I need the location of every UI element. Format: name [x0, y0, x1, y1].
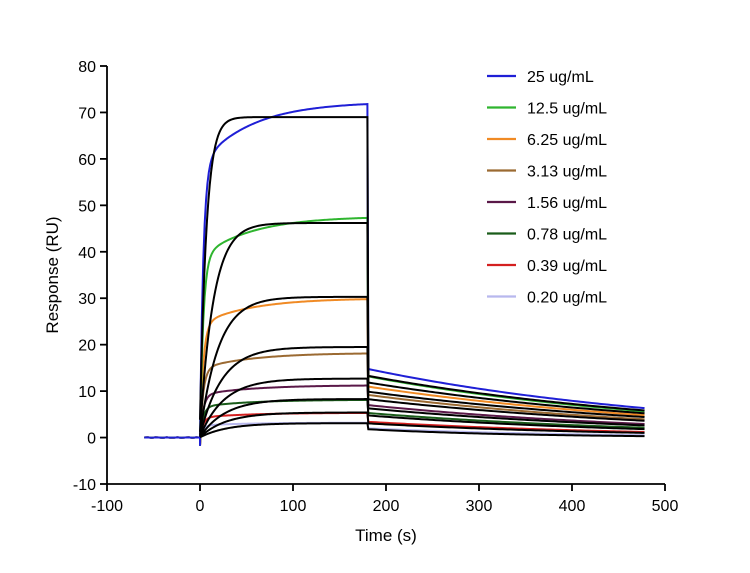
legend-label-3: 3.13 ug/mL: [527, 164, 607, 181]
fit-line-1: [199, 221, 645, 432]
x-tick-label: 0: [196, 498, 205, 515]
y-tick-label: 60: [78, 152, 96, 169]
legend-label-6: 0.39 ug/mL: [527, 258, 607, 275]
legend-label-0: 25 ug/mL: [527, 69, 594, 86]
fit-line-7: [199, 422, 645, 439]
y-tick-label: 80: [78, 59, 96, 76]
fit-line-4: [199, 377, 645, 438]
x-tick-label: 500: [652, 498, 679, 515]
x-tick-label: 100: [280, 498, 307, 515]
y-tick-label: 0: [87, 431, 96, 448]
series-line-2: [144, 298, 645, 446]
fit-line-0: [199, 116, 645, 420]
y-tick-label: 70: [78, 105, 96, 122]
x-tick-label: 300: [466, 498, 493, 515]
legend: 25 ug/mL 12.5 ug/mL 6.25 ug/mL 3.13 ug/mL 1.…: [487, 69, 607, 307]
legend-label-7: 0.20 ug/mL: [527, 290, 607, 307]
fit-line-6: [199, 411, 645, 438]
y-tick-label: 40: [78, 245, 96, 262]
series-line-0: [144, 103, 645, 446]
fit-layer: [199, 116, 645, 439]
series-line-3: [144, 352, 645, 446]
y-tick-label: 20: [78, 338, 96, 355]
y-tick-label: 30: [78, 291, 96, 308]
x-tick-label: 400: [559, 498, 586, 515]
series-line-4: [144, 384, 645, 446]
fit-line-3: [199, 346, 645, 437]
x-axis-title: Time (s): [355, 526, 417, 545]
x-tick-label: 200: [373, 498, 400, 515]
fit-line-5: [199, 398, 645, 438]
legend-label-5: 0.78 ug/mL: [527, 227, 607, 244]
legend-label-2: 6.25 ug/mL: [527, 132, 607, 149]
x-tick-label: -100: [91, 498, 123, 515]
y-tick-label: -10: [73, 477, 96, 494]
y-axis-title: Response (RU): [43, 216, 62, 333]
legend-label-4: 1.56 ug/mL: [527, 195, 607, 212]
y-tick-label: 10: [78, 384, 96, 401]
legend-label-1: 12.5 ug/mL: [527, 101, 607, 118]
fit-line-2: [199, 295, 645, 435]
y-tick-label: 50: [78, 198, 96, 215]
